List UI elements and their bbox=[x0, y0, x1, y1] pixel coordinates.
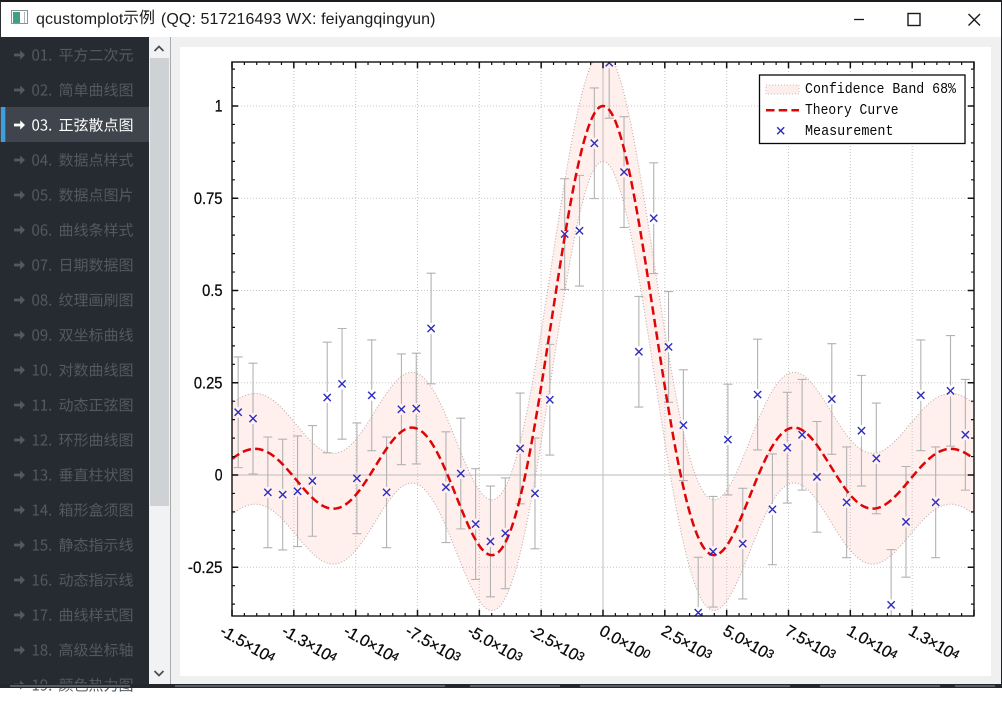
svg-text:0: 0 bbox=[215, 467, 223, 485]
svg-text:0.5: 0.5 bbox=[202, 282, 222, 300]
svg-text:1: 1 bbox=[215, 98, 223, 116]
svg-text:Confidence Band 68%: Confidence Band 68% bbox=[805, 82, 956, 98]
svg-text:0.25: 0.25 bbox=[194, 374, 223, 392]
svg-text:0.75: 0.75 bbox=[194, 190, 223, 208]
svg-text:Theory Curve: Theory Curve bbox=[805, 103, 899, 119]
svg-text:Measurement: Measurement bbox=[805, 124, 894, 140]
svg-text:-0.25: -0.25 bbox=[188, 559, 223, 577]
